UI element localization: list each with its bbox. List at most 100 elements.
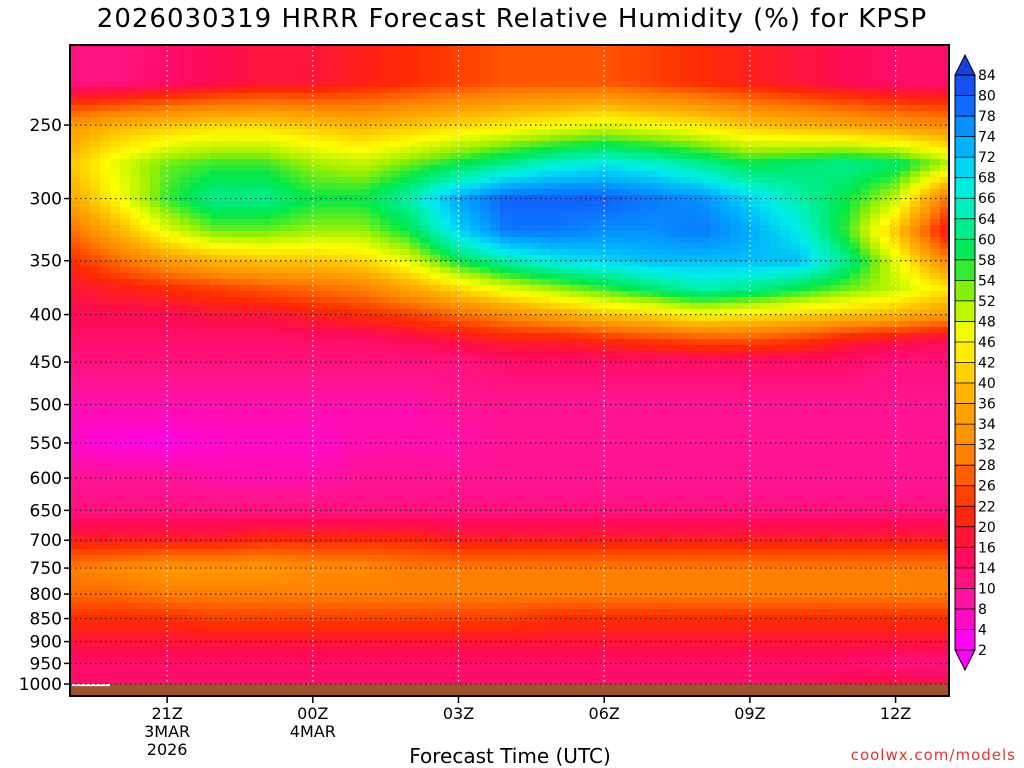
heatmap-cell xyxy=(720,45,731,52)
heatmap-cell xyxy=(740,177,751,184)
heatmap-cell xyxy=(720,309,731,316)
heatmap-cell xyxy=(130,63,141,70)
heatmap-cell xyxy=(120,123,131,130)
heatmap-cell xyxy=(890,129,901,136)
heatmap-cell xyxy=(780,45,791,52)
heatmap-cell xyxy=(720,333,731,340)
heatmap-cell xyxy=(230,141,241,148)
heatmap-cell xyxy=(390,339,401,346)
heatmap-cell xyxy=(170,231,181,238)
heatmap-cell xyxy=(90,183,101,190)
heatmap-cell xyxy=(620,171,631,178)
heatmap-cell xyxy=(730,375,741,382)
heatmap-cell xyxy=(690,201,701,208)
heatmap-cell xyxy=(920,279,931,286)
heatmap-cell xyxy=(550,261,561,268)
heatmap-cell xyxy=(130,225,141,232)
heatmap-cell xyxy=(600,261,611,268)
heatmap-cell xyxy=(630,183,641,190)
heatmap-cell xyxy=(750,207,761,214)
heatmap-cell xyxy=(340,369,351,376)
heatmap-cell xyxy=(340,363,351,370)
heatmap-cell xyxy=(230,69,241,76)
heatmap-cell xyxy=(830,117,841,124)
heatmap-cell xyxy=(460,93,471,100)
heatmap-cell xyxy=(430,309,441,316)
heatmap-cell xyxy=(640,93,651,100)
heatmap-cell xyxy=(550,243,561,250)
heatmap-cell xyxy=(410,183,421,190)
heatmap-cell xyxy=(410,363,421,370)
heatmap-cell xyxy=(370,333,381,340)
heatmap-cell xyxy=(210,225,221,232)
heatmap-cell xyxy=(230,201,241,208)
heatmap-cell xyxy=(760,45,771,52)
heatmap-cell xyxy=(910,315,921,322)
heatmap-cell xyxy=(70,261,81,268)
heatmap-cell xyxy=(730,231,741,238)
heatmap-cell xyxy=(270,213,281,220)
heatmap-cell xyxy=(530,57,541,64)
heatmap-cell xyxy=(590,129,601,136)
heatmap-cell xyxy=(750,321,761,328)
heatmap-cell xyxy=(810,129,821,136)
heatmap-cell xyxy=(590,261,601,268)
heatmap-cell xyxy=(400,363,411,370)
heatmap-cell xyxy=(800,171,811,178)
heatmap-cell xyxy=(110,237,121,244)
heatmap-cell xyxy=(240,171,251,178)
heatmap-cell xyxy=(440,297,451,304)
heatmap-cell xyxy=(690,291,701,298)
heatmap-cell xyxy=(690,363,701,370)
heatmap-cell xyxy=(550,267,561,274)
heatmap-cell xyxy=(580,81,591,88)
heatmap-cell xyxy=(210,303,221,310)
heatmap-cell xyxy=(870,63,881,70)
heatmap-cell xyxy=(520,339,531,346)
heatmap-cell xyxy=(130,147,141,154)
heatmap-cell xyxy=(810,357,821,364)
heatmap-cell xyxy=(490,147,501,154)
heatmap-cell xyxy=(530,279,541,286)
heatmap-cell xyxy=(200,225,211,232)
heatmap-cell xyxy=(300,45,311,52)
heatmap-cell xyxy=(70,345,81,352)
heatmap-cell xyxy=(550,381,561,388)
heatmap-cell xyxy=(320,369,331,376)
heatmap-cell xyxy=(410,369,421,376)
heatmap-cell xyxy=(780,159,791,166)
heatmap-cell xyxy=(700,237,711,244)
heatmap-cell xyxy=(360,303,371,310)
heatmap-cell xyxy=(210,213,221,220)
heatmap-cell xyxy=(870,291,881,298)
heatmap-cell xyxy=(890,375,901,382)
heatmap-cell xyxy=(840,285,851,292)
heatmap-cell xyxy=(110,225,121,232)
heatmap-cell xyxy=(220,249,231,256)
heatmap-cell xyxy=(220,273,231,280)
heatmap-cell xyxy=(840,219,851,226)
heatmap-cell xyxy=(460,375,471,382)
heatmap-cell xyxy=(940,171,949,178)
heatmap-cell xyxy=(170,351,181,358)
heatmap-cell xyxy=(920,141,931,148)
heatmap-cell xyxy=(830,189,841,196)
heatmap-cell xyxy=(230,165,241,172)
heatmap-cell xyxy=(190,261,201,268)
heatmap-cell xyxy=(470,303,481,310)
heatmap-cell xyxy=(460,207,471,214)
heatmap-cell xyxy=(290,267,301,274)
heatmap-cell xyxy=(770,297,781,304)
heatmap-cell xyxy=(740,201,751,208)
heatmap-cell xyxy=(160,129,171,136)
heatmap-cell xyxy=(690,237,701,244)
heatmap-cell xyxy=(260,171,271,178)
heatmap-cell xyxy=(810,171,821,178)
heatmap-cell xyxy=(910,213,921,220)
heatmap-cell xyxy=(150,369,161,376)
heatmap-cell xyxy=(130,237,141,244)
heatmap-cell xyxy=(720,237,731,244)
heatmap-cell xyxy=(570,231,581,238)
heatmap-cell xyxy=(150,105,161,112)
heatmap-cell xyxy=(910,267,921,274)
